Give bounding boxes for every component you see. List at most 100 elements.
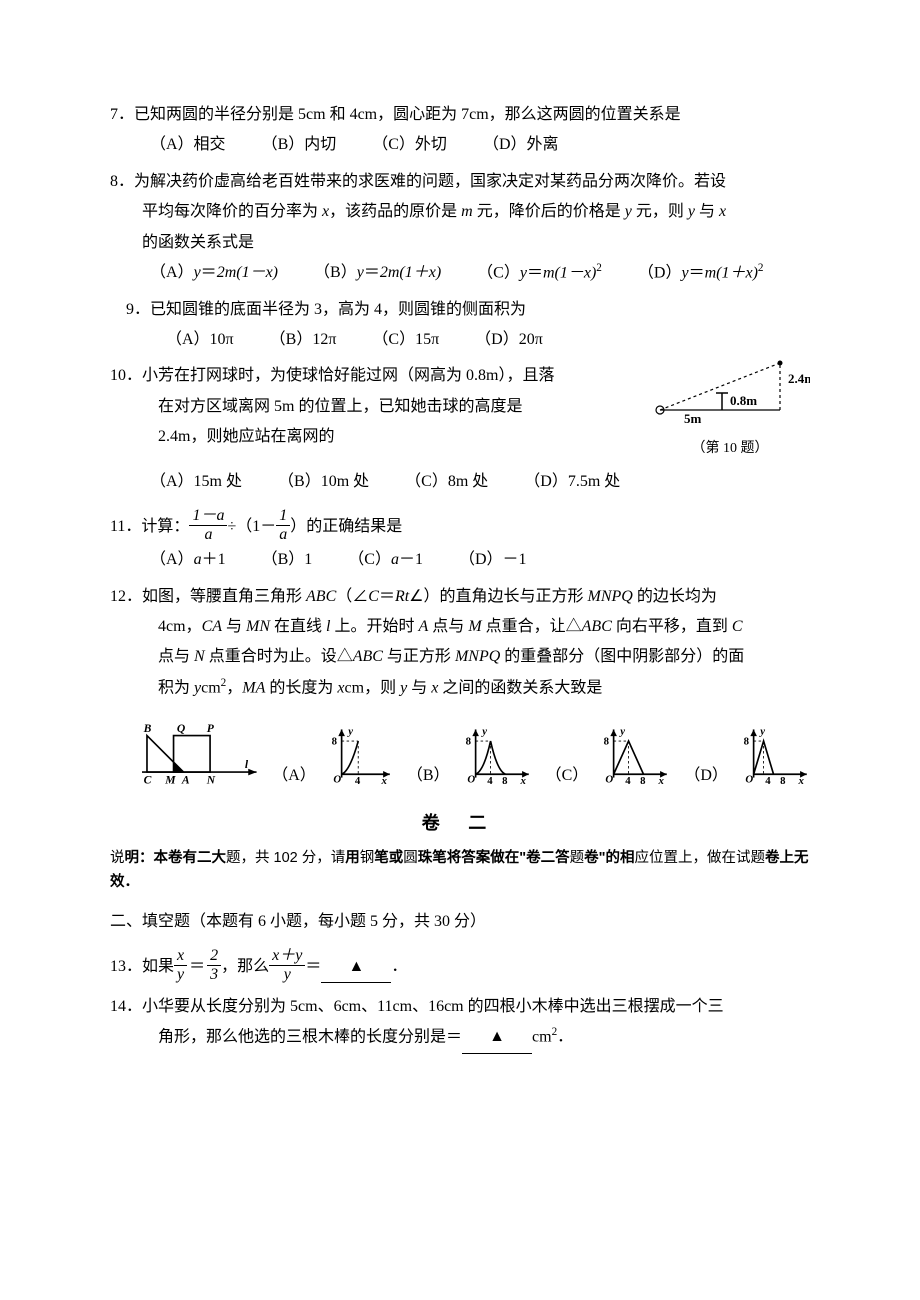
- problem-8-line1: 8．为解决药价虚高给老百姓带来的求医难的问题，国家决定对某药品分两次降价。若设: [110, 167, 810, 197]
- num: 11．: [110, 512, 141, 542]
- sup: 2: [758, 262, 764, 274]
- problem-12-line2: 4cm，CA 与 MN 在直线 l 上。开始时 A 点与 M 点重合，让△ABC…: [110, 612, 810, 642]
- p12-left-svg: B Q P C M A N l: [142, 714, 258, 792]
- problem-11-options: （A）a＋1 （B）1 （C）a－1 （D）－1: [110, 545, 810, 575]
- opt-b-label: （B）: [407, 761, 450, 791]
- t: 的边长均为: [633, 588, 717, 605]
- val: a: [194, 551, 202, 568]
- svg-text:Q: Q: [177, 722, 186, 735]
- frac-23: 23: [207, 947, 221, 983]
- t: 点重合时为止。设△: [205, 648, 353, 665]
- t: 笔或: [374, 850, 403, 866]
- p12-opt-c: 8 4 8 O x y: [602, 720, 670, 792]
- lab: （C）: [477, 264, 520, 281]
- mnpq: MNPQ: [588, 588, 633, 605]
- opt-d: （D）7.5m 处: [524, 467, 620, 497]
- t: ．: [391, 952, 407, 982]
- t: 平均每次降价的百分率为: [142, 203, 322, 220]
- svg-text:C: C: [144, 773, 152, 786]
- svg-text:8: 8: [331, 735, 337, 747]
- opt-c: （C）a－1: [348, 545, 423, 575]
- problem-13-stem: 13．如果 xy ＝ 23 ，那么 x＋yy ＝ ．: [110, 949, 810, 985]
- t: ＝: [305, 952, 321, 982]
- problem-9: 9．已知圆锥的底面半径为 3，高为 4，则圆锥的侧面积为 （A）10π （B）1…: [110, 295, 810, 356]
- suf: ＋1: [202, 551, 226, 568]
- t: 在直线: [270, 618, 326, 635]
- t: 元，则: [632, 203, 688, 220]
- p12-opt-b: 8 4 8 O x y: [464, 720, 532, 792]
- t: cm: [532, 1028, 552, 1045]
- opt-b: （B）1: [262, 545, 313, 575]
- opt-a-label: （A）: [272, 761, 316, 791]
- lbl-0-8m: 0.8m: [730, 393, 757, 408]
- opt-c: （C）y＝m(1－x)2: [477, 258, 602, 289]
- t: 题，共 102 分，请: [226, 850, 345, 866]
- c: C: [368, 588, 379, 605]
- t: ，: [226, 679, 242, 696]
- f: m(1＋x): [705, 264, 758, 281]
- num: 8．: [110, 173, 134, 190]
- frac-xy: xy: [174, 947, 187, 983]
- t: ＝: [379, 588, 395, 605]
- svg-text:y: y: [619, 725, 626, 737]
- text: 已知圆锥的底面半径为 3，高为 4，则圆锥的侧面积为: [150, 301, 526, 318]
- t: 说: [110, 850, 125, 866]
- t: 如图，等腰直角三角形: [142, 588, 306, 605]
- svg-text:4: 4: [626, 775, 632, 787]
- problem-10-figure: 2.4m 0.8m 5m （第 10 题）: [650, 355, 810, 462]
- num: 14．: [110, 998, 142, 1015]
- problem-12: 12．如图，等腰直角三角形 ABC（∠C＝Rt∠）的直角边长与正方形 MNPQ …: [110, 582, 810, 792]
- d: y: [269, 966, 305, 984]
- lbl-5m: 5m: [684, 411, 702, 425]
- problem-13: 13．如果 xy ＝ 23 ，那么 x＋yy ＝ ．: [110, 949, 810, 985]
- rt: Rt: [395, 588, 409, 605]
- eq: ＝: [201, 264, 217, 281]
- t: 向右平移，直到: [612, 618, 732, 635]
- t: 与: [695, 203, 719, 220]
- problem-14-line1: 14．小华要从长度分别为 5cm、6cm、11cm、16cm 的四根小木棒中选出…: [110, 992, 810, 1022]
- d: y: [174, 966, 187, 984]
- blank-answer: [462, 1022, 532, 1053]
- svg-text:y: y: [480, 725, 487, 737]
- num: 10．: [110, 367, 142, 384]
- problem-10-options: （A）15m 处 （B）10m 处 （C）8m 处 （D）7.5m 处: [110, 467, 810, 497]
- section-2-title: 卷 二: [110, 806, 810, 840]
- opt-a: （A）y＝2m(1－x): [150, 258, 278, 289]
- svg-text:x: x: [380, 775, 387, 787]
- opt-d: （D）－1: [459, 545, 527, 575]
- num: 1: [276, 507, 290, 526]
- svg-text:8: 8: [465, 735, 471, 747]
- t: 积为: [158, 679, 194, 696]
- t: 小芳在打网球时，为使球恰好能过网（网高为 0.8m），且落: [142, 367, 554, 384]
- p12-opt-a: 8 4 O x y: [330, 720, 393, 792]
- triangle-icon: [348, 958, 364, 975]
- opt-b: （B）内切: [262, 130, 337, 160]
- den: a: [276, 526, 290, 544]
- opt-d: （D）y＝m(1＋x)2: [638, 258, 764, 289]
- svg-text:B: B: [143, 722, 152, 735]
- val: a: [391, 551, 399, 568]
- eq: ＝: [364, 264, 380, 281]
- svg-text:N: N: [206, 773, 216, 786]
- p12-opt-d: 8 4 8 O x y: [742, 720, 810, 792]
- var-y: y: [625, 203, 632, 220]
- problem-14: 14．小华要从长度分别为 5cm、6cm、11cm、16cm 的四根小木棒中选出…: [110, 992, 810, 1054]
- opt-a: （A）10π: [166, 325, 234, 355]
- mid: ÷（1－: [227, 512, 276, 542]
- svg-text:O: O: [467, 773, 475, 785]
- mn: MN: [246, 618, 270, 635]
- opt-b: （B）12π: [270, 325, 337, 355]
- p10-svg: 2.4m 0.8m 5m: [650, 355, 810, 425]
- t: 上。开始时: [331, 618, 419, 635]
- den: a: [189, 526, 227, 544]
- t: 用: [345, 850, 360, 866]
- eq: ＝: [189, 952, 205, 982]
- problem-7: 7．已知两圆的半径分别是 5cm 和 4cm，圆心距为 7cm，那么这两圆的位置…: [110, 100, 810, 161]
- lab: （B）: [262, 551, 305, 568]
- t: 钢: [360, 850, 375, 866]
- section-2-heading: 二、填空题（本题有 6 小题，每小题 5 分，共 30 分）: [110, 907, 810, 937]
- abc: ABC: [353, 648, 383, 665]
- x: x: [337, 679, 344, 696]
- pre: 计算：: [141, 512, 189, 542]
- t: 珠笔将答案做在"卷二答: [418, 850, 570, 866]
